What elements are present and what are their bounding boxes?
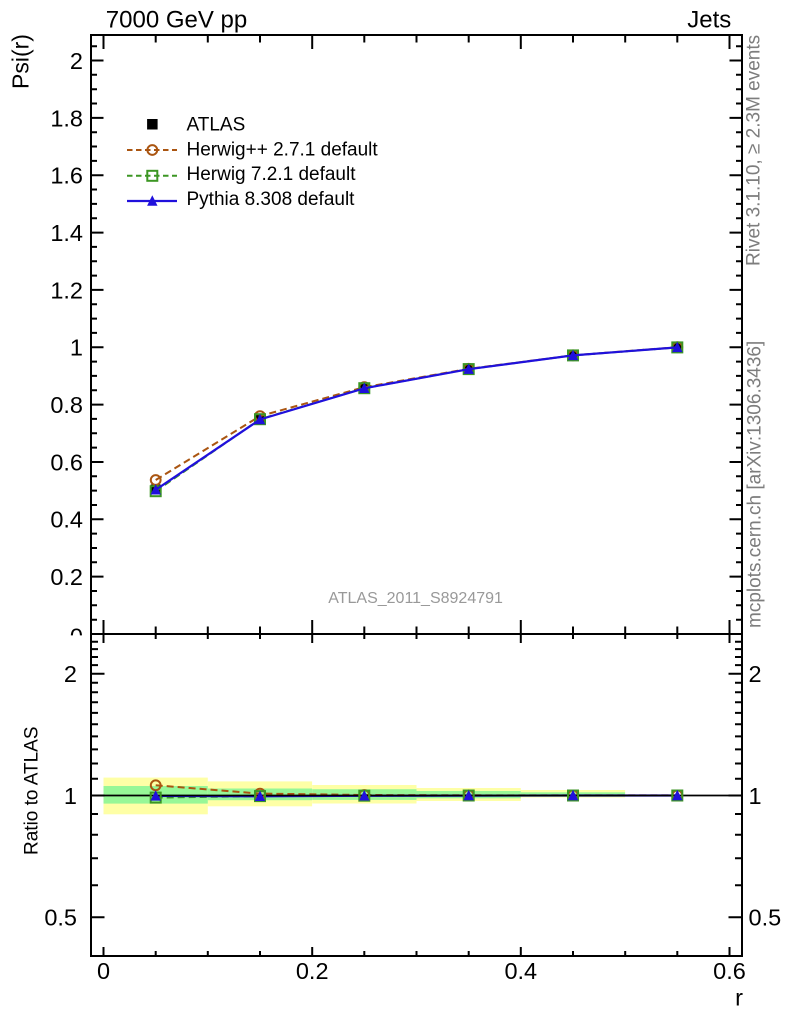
svg-text:1: 1	[70, 335, 83, 361]
svg-text:0.6: 0.6	[50, 449, 83, 475]
svg-text:r: r	[735, 985, 743, 1011]
svg-text:0.4: 0.4	[504, 958, 537, 984]
svg-text:0.5: 0.5	[749, 905, 782, 931]
svg-text:1.4: 1.4	[50, 220, 83, 246]
svg-text:Ratio to ATLAS: Ratio to ATLAS	[22, 727, 43, 856]
svg-text:1.2: 1.2	[50, 277, 83, 303]
svg-text:0.8: 0.8	[50, 392, 83, 418]
svg-text:0.5: 0.5	[44, 905, 77, 931]
svg-text:0: 0	[97, 958, 110, 984]
svg-text:Pythia 8.308 default: Pythia 8.308 default	[187, 189, 356, 210]
svg-text:0.2: 0.2	[296, 958, 329, 984]
svg-text:ATLAS: ATLAS	[187, 114, 246, 135]
svg-text:0: 0	[70, 624, 83, 650]
svg-text:mcplots.cern.ch [arXiv:1306.34: mcplots.cern.ch [arXiv:1306.3436]	[745, 341, 766, 628]
svg-text:2: 2	[749, 661, 762, 687]
svg-text:ATLAS_2011_S8924791: ATLAS_2011_S8924791	[328, 590, 503, 607]
svg-text:0.2: 0.2	[50, 564, 83, 590]
svg-text:7000 GeV pp: 7000 GeV pp	[106, 7, 247, 34]
svg-text:Herwig++ 2.7.1 default: Herwig++ 2.7.1 default	[187, 139, 379, 160]
svg-text:Herwig 7.2.1 default: Herwig 7.2.1 default	[187, 164, 357, 185]
svg-text:2: 2	[70, 48, 83, 74]
svg-text:0.6: 0.6	[713, 958, 746, 984]
svg-text:Rivet 3.1.10, ≥ 2.3M events: Rivet 3.1.10, ≥ 2.3M events	[744, 35, 765, 266]
svg-text:1.8: 1.8	[50, 105, 83, 131]
svg-text:2: 2	[64, 661, 77, 687]
svg-text:Jets: Jets	[687, 7, 731, 34]
svg-text:0.4: 0.4	[50, 507, 83, 533]
svg-text:1: 1	[64, 783, 77, 809]
svg-text:1: 1	[749, 783, 762, 809]
svg-text:Psi(r): Psi(r)	[8, 34, 34, 89]
svg-text:1.6: 1.6	[50, 163, 83, 189]
